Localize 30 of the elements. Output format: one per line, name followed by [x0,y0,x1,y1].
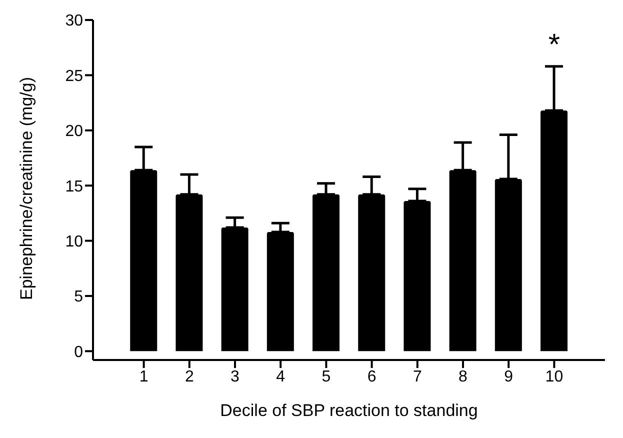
x-axis-title: Decile of SBP reaction to standing [220,401,478,420]
x-tick-label: 5 [322,368,331,386]
y-tick-label: 10 [65,233,84,250]
bar [494,178,522,352]
bar [266,232,294,352]
y-tick-label: 0 [74,344,84,361]
y-tick-label: 5 [74,288,84,306]
bar [358,194,386,352]
x-tick-label: 3 [230,368,240,386]
annotation: * [548,28,560,62]
x-tick-label: 8 [458,368,468,386]
y-tick-label: 30 [65,12,84,30]
y-tick-label: 15 [65,178,84,196]
bar [449,170,476,352]
y-tick-label: 25 [65,68,84,85]
bar [130,170,158,352]
bar [540,110,568,352]
y-axis-title: Epinephrine/creatinine (mg/g) [17,76,36,300]
x-tick-label: 9 [504,368,514,386]
bar [221,228,248,352]
bar [312,194,340,352]
x-tick-label: 1 [139,368,148,386]
x-tick-label: 4 [276,368,286,386]
y-tick-label: 20 [65,123,84,140]
x-tick-label: 7 [412,368,422,386]
bar [176,194,203,352]
bar [404,201,431,352]
x-tick-label: 2 [184,368,194,386]
x-tick-label: 6 [367,368,376,386]
x-tick-label: 10 [545,368,564,386]
